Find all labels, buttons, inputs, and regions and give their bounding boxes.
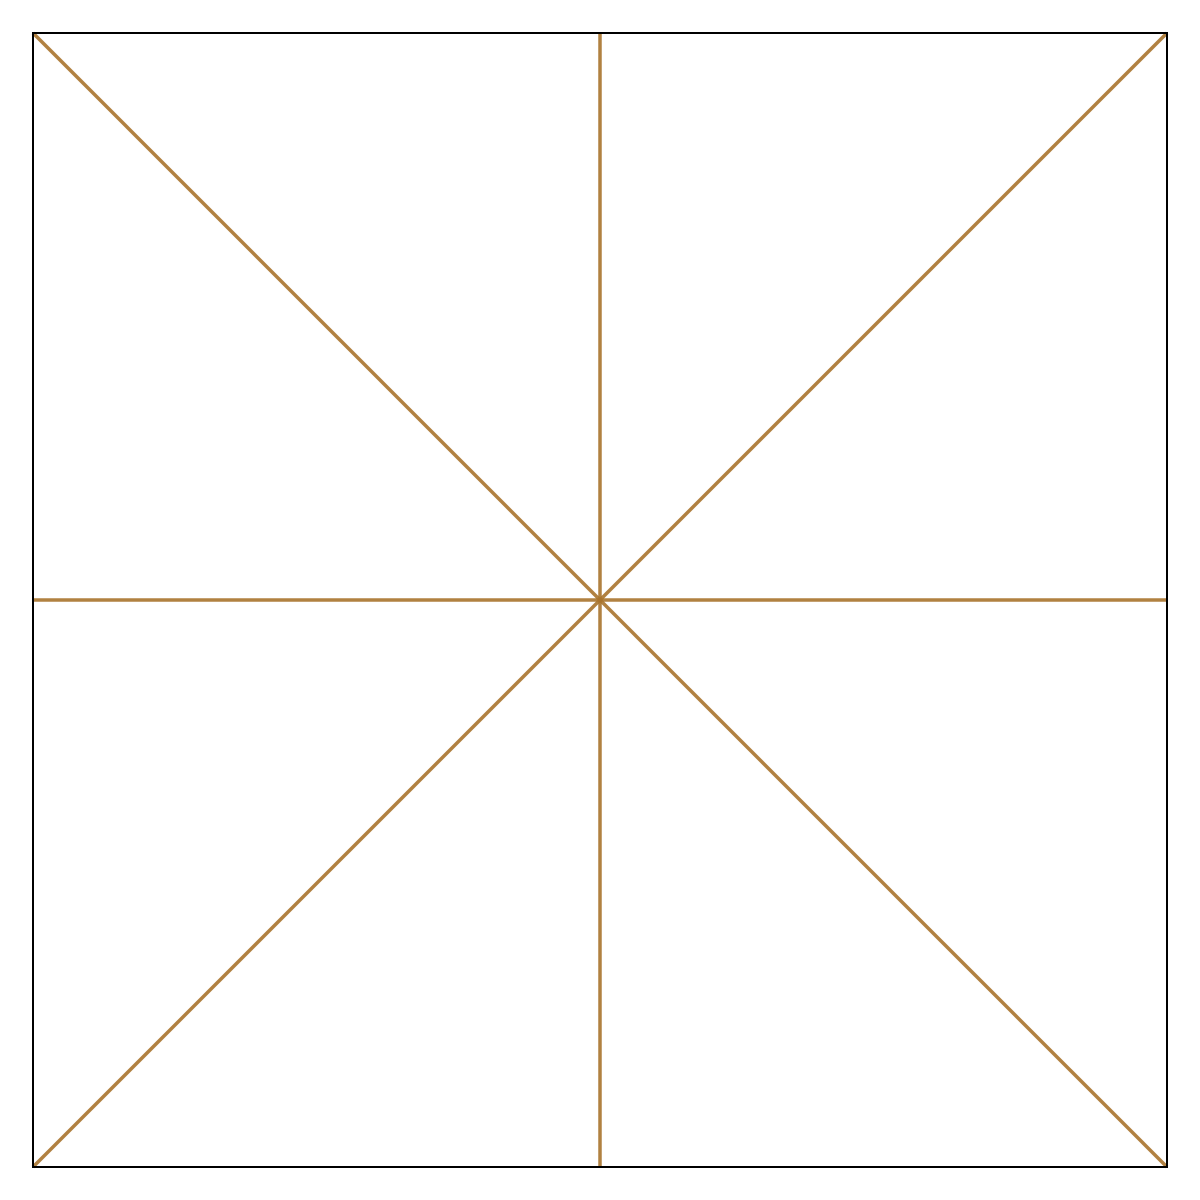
diagonal-line bbox=[31, 31, 1169, 1169]
axes-frame bbox=[32, 32, 1168, 1168]
overlay-lines bbox=[31, 31, 1169, 1169]
